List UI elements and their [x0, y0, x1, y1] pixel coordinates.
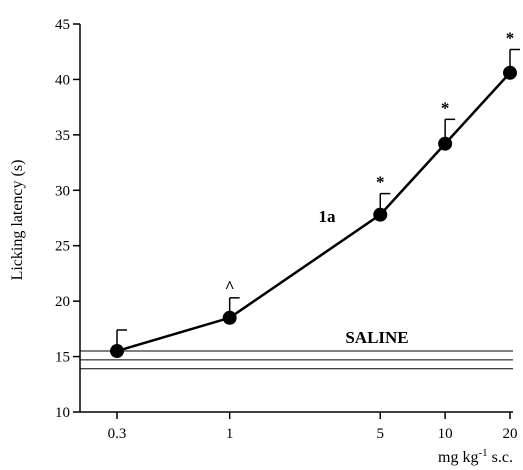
data-points	[110, 65, 517, 359]
series-label: 1a	[319, 207, 337, 226]
y-tick-label: 20	[55, 294, 70, 310]
x-tick-label: 1	[226, 426, 234, 442]
x-tick-label: 20	[503, 426, 518, 442]
saline-reference-lines	[80, 350, 513, 370]
significance-marker: *	[376, 173, 385, 192]
significance-markers: ^ * * *	[225, 28, 515, 295]
y-ticks: 10 15 20 25 30 35 40 45	[55, 17, 80, 421]
error-bars	[116, 48, 520, 352]
y-axis-title: Licking latency (s)	[9, 160, 26, 281]
y-tick-label: 30	[55, 183, 70, 199]
data-point	[438, 136, 453, 151]
significance-marker: *	[441, 98, 450, 117]
significance-marker: *	[506, 28, 515, 47]
y-tick-label: 10	[55, 405, 70, 421]
series-1a-line	[116, 71, 511, 353]
y-tick-label: 40	[55, 72, 70, 88]
x-tick-label: 0.3	[108, 426, 127, 442]
data-point	[373, 207, 388, 222]
y-tick-label: 25	[55, 239, 70, 255]
data-point	[503, 65, 517, 80]
series-line	[116, 71, 511, 353]
data-point	[222, 310, 237, 325]
data-point	[110, 344, 124, 359]
x-tick-label: 5	[377, 426, 385, 442]
y-tick-label: 35	[55, 128, 70, 144]
y-tick-label: 45	[55, 17, 70, 33]
axes	[79, 24, 513, 413]
saline-label: SALINE	[345, 328, 408, 347]
x-ticks: 0.3 1 5 10 20	[108, 412, 518, 442]
significance-marker: ^	[225, 277, 235, 296]
x-tick-label: 10	[438, 426, 453, 442]
x-axis-title: mg kg-1 s.c.	[438, 447, 513, 466]
y-tick-label: 15	[55, 350, 70, 366]
